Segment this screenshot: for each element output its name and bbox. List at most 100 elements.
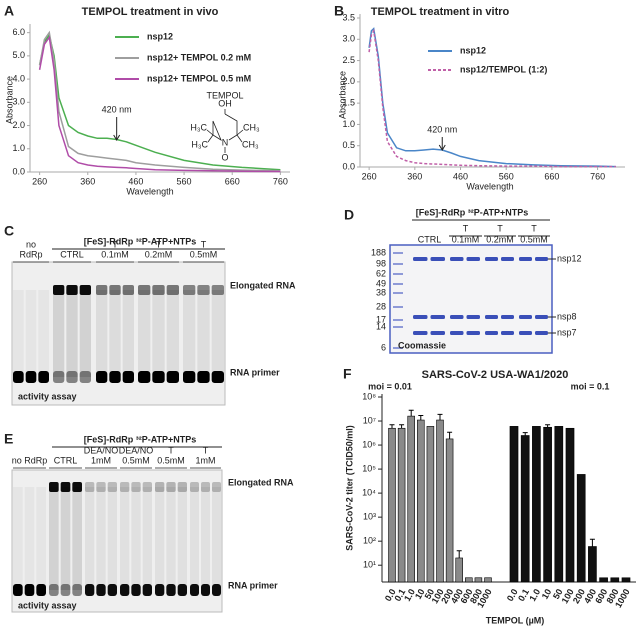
band: [201, 584, 210, 596]
panel-label: F: [343, 366, 352, 382]
band: [120, 584, 130, 596]
x-tick-label: 10: [413, 587, 427, 601]
band: [96, 482, 106, 492]
lane-smear: [190, 487, 199, 590]
band: [166, 482, 176, 492]
x-tick-label: 50: [551, 587, 565, 601]
y-axis-label: Absorbance: [337, 71, 347, 119]
band: [131, 482, 141, 492]
band: [466, 257, 480, 261]
bar: [417, 419, 425, 583]
x-axis-label: TEMPOL (µM): [486, 615, 545, 625]
band: [152, 371, 165, 383]
lane-smear: [96, 290, 108, 377]
band: [66, 371, 78, 383]
legend-label: nsp12+ TEMPOL 0.2 mM: [147, 52, 251, 62]
band-label: RNA primer: [230, 367, 280, 377]
ladder-band: [393, 292, 403, 294]
bar: [436, 419, 444, 583]
x-tick-label: 760: [273, 176, 288, 186]
lane-label: 1mM: [196, 455, 216, 465]
band: [107, 482, 117, 492]
lane-smear: [152, 290, 165, 377]
lane-smear: [66, 290, 78, 377]
error-bar: [522, 432, 528, 436]
x-axis-label: Wavelength: [466, 181, 513, 191]
band: [212, 482, 221, 492]
band: [166, 584, 176, 596]
y-tick-label: 3.0: [342, 34, 355, 44]
band: [485, 315, 498, 319]
lane-label: 0.5mM: [190, 249, 218, 259]
marker-label: 28: [376, 301, 386, 311]
band: [430, 257, 445, 261]
band: [212, 584, 221, 596]
band: [142, 482, 152, 492]
band: [501, 315, 514, 319]
band: [166, 285, 179, 295]
lane-smear: [122, 290, 134, 377]
lane-smear: [155, 487, 165, 590]
band: [430, 315, 445, 319]
band: [109, 285, 121, 295]
lane-label: CTRL: [60, 249, 84, 259]
y-tick-label: 3.0: [12, 97, 25, 107]
lane-smear: [131, 487, 141, 590]
chart-title: TEMPOL treatment in vitro: [371, 6, 510, 18]
band-label: nsp7: [557, 327, 577, 337]
lane-label: T: [201, 239, 207, 249]
band: [60, 482, 71, 492]
legend-label: nsp12: [147, 31, 173, 41]
band: [49, 482, 59, 492]
x-tick-label: 260: [362, 171, 377, 181]
band: [519, 331, 532, 335]
bar: [445, 438, 454, 583]
band: [85, 482, 95, 492]
chart-title: TEMPOL treatment in vivo: [82, 6, 219, 18]
atom-label: O: [221, 152, 228, 162]
lane-label: 0.5mM: [520, 234, 548, 244]
y-tick-label: 10⁴: [362, 487, 376, 497]
band-label: RNA primer: [228, 580, 278, 590]
band: [413, 257, 428, 261]
x-tick-label: 360: [80, 176, 95, 186]
band: [96, 371, 108, 383]
lane-label: T: [156, 239, 162, 249]
x-tick-label: 460: [128, 176, 143, 186]
bar: [576, 474, 586, 583]
x-tick-label: 10: [540, 587, 554, 601]
lane-smear: [107, 487, 117, 590]
lane-smear: [201, 487, 210, 590]
band: [201, 482, 210, 492]
bar: [509, 426, 519, 583]
annotation: 420 nm: [102, 104, 132, 114]
band: [430, 331, 445, 335]
panel-label: B: [334, 3, 344, 19]
y-tick-label: 1.5: [342, 98, 355, 108]
lane-smear: [49, 487, 59, 590]
band: [190, 584, 199, 596]
band: [501, 257, 514, 261]
error-bar: [456, 550, 462, 558]
band: [120, 482, 130, 492]
ring: [206, 109, 244, 153]
band: [66, 285, 78, 295]
marker-label: 14: [376, 321, 386, 331]
y-tick-label: 6.0: [12, 27, 25, 37]
marker-label: 62: [376, 268, 386, 278]
panel-label: C: [4, 223, 14, 239]
chart-title: SARS-CoV-2 USA-WA1/2020: [422, 369, 569, 381]
lane-smear: [24, 487, 35, 590]
arrow-head: [438, 144, 446, 151]
marker-label: 98: [376, 258, 386, 268]
lane-label: T: [531, 223, 537, 233]
legend-label: nsp12/TEMPOL (1:2): [460, 64, 547, 74]
y-tick-label: 10⁷: [363, 415, 376, 425]
lane-label: T: [463, 223, 469, 233]
ladder-band: [393, 347, 403, 349]
lane-label: T: [112, 239, 118, 249]
y-tick-label: 10⁶: [362, 439, 376, 449]
y-tick-label: 1.0: [342, 119, 355, 129]
band: [53, 371, 65, 383]
band: [155, 584, 165, 596]
